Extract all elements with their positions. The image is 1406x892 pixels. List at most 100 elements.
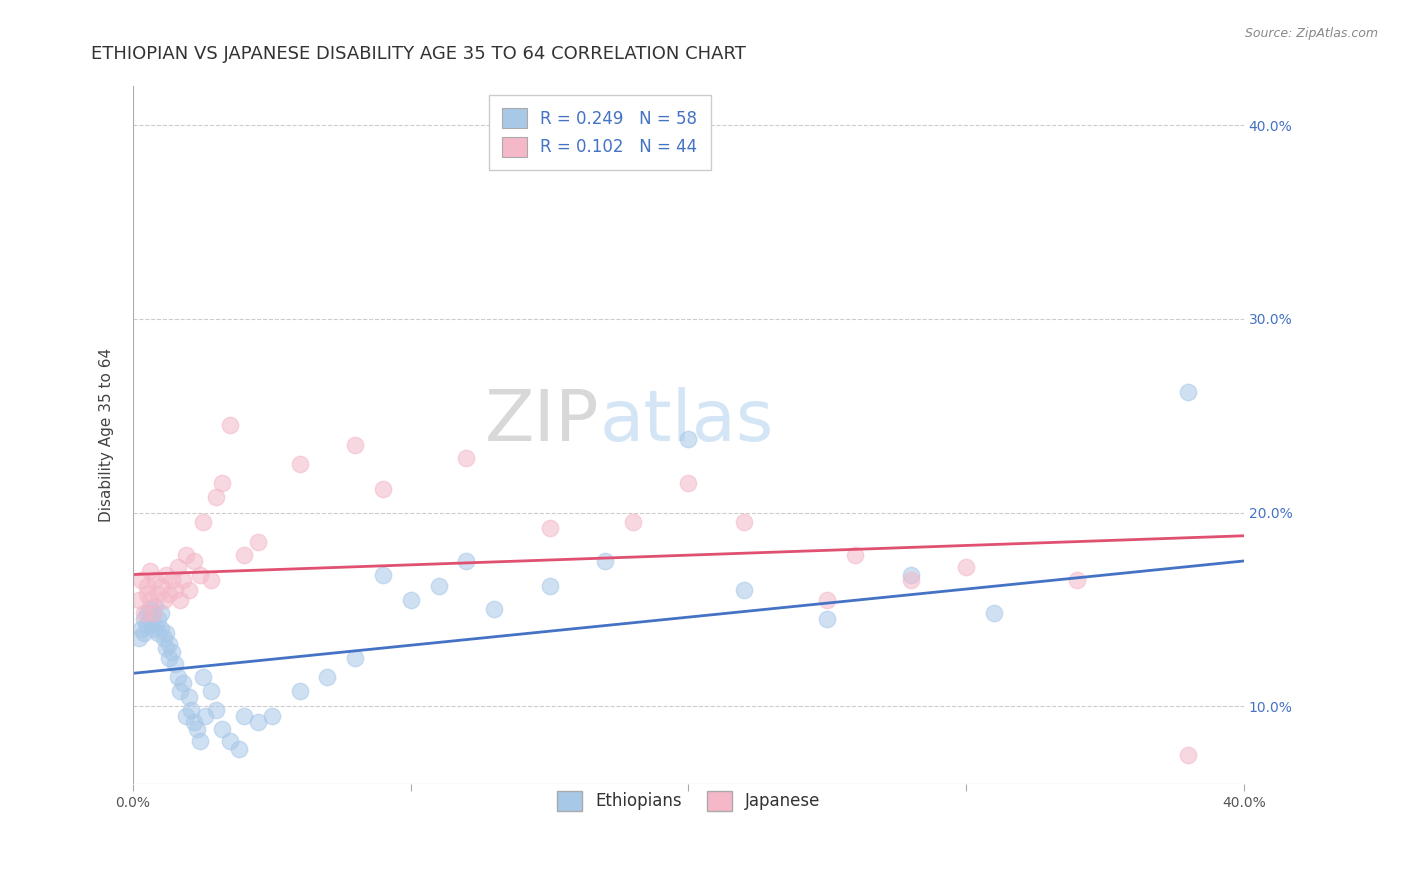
Point: [844, 548, 866, 562]
Point: [205, 490, 228, 504]
Point: [155, 625, 177, 640]
Point: [169, 592, 191, 607]
Point: [183, 554, 205, 568]
Point: [200, 683, 222, 698]
Point: [131, 622, 153, 636]
Point: [733, 515, 755, 529]
Y-axis label: Disability Age 35 to 64: Disability Age 35 to 64: [100, 348, 114, 522]
Point: [139, 592, 162, 607]
Point: [456, 554, 478, 568]
Point: [143, 599, 166, 613]
Point: [815, 592, 838, 607]
Point: [141, 607, 163, 621]
Point: [955, 559, 977, 574]
Point: [288, 683, 311, 698]
Point: [141, 607, 163, 621]
Point: [146, 625, 169, 640]
Point: [538, 521, 561, 535]
Point: [233, 548, 256, 562]
Text: atlas: atlas: [599, 386, 773, 456]
Point: [228, 742, 250, 756]
Point: [183, 714, 205, 729]
Point: [344, 438, 367, 452]
Point: [160, 645, 183, 659]
Point: [1177, 747, 1199, 762]
Point: [136, 607, 159, 621]
Point: [136, 618, 159, 632]
Point: [371, 567, 394, 582]
Point: [191, 670, 214, 684]
Point: [593, 554, 616, 568]
Point: [139, 564, 162, 578]
Point: [155, 567, 177, 582]
Point: [538, 579, 561, 593]
Point: [136, 587, 159, 601]
Point: [211, 723, 233, 737]
Text: Source: ZipAtlas.com: Source: ZipAtlas.com: [1244, 27, 1378, 40]
Point: [247, 534, 270, 549]
Point: [139, 602, 162, 616]
Point: [134, 625, 156, 640]
Point: [219, 418, 242, 433]
Point: [1177, 385, 1199, 400]
Point: [194, 709, 217, 723]
Point: [166, 670, 188, 684]
Point: [288, 457, 311, 471]
Point: [128, 592, 150, 607]
Point: [146, 612, 169, 626]
Point: [149, 607, 172, 621]
Point: [900, 567, 922, 582]
Point: [260, 709, 283, 723]
Point: [983, 607, 1005, 621]
Point: [166, 559, 188, 574]
Text: ZIP: ZIP: [485, 386, 599, 456]
Point: [149, 579, 172, 593]
Point: [131, 574, 153, 588]
Point: [1066, 574, 1088, 588]
Point: [247, 714, 270, 729]
Point: [160, 574, 183, 588]
Point: [900, 574, 922, 588]
Point: [188, 567, 211, 582]
Point: [155, 641, 177, 656]
Point: [180, 703, 202, 717]
Point: [233, 709, 256, 723]
Point: [163, 582, 186, 597]
Point: [482, 602, 505, 616]
Point: [141, 622, 163, 636]
Point: [678, 476, 700, 491]
Point: [134, 607, 156, 621]
Point: [146, 587, 169, 601]
Point: [169, 683, 191, 698]
Point: [427, 579, 450, 593]
Text: ETHIOPIAN VS JAPANESE DISABILITY AGE 35 TO 64 CORRELATION CHART: ETHIOPIAN VS JAPANESE DISABILITY AGE 35 …: [91, 45, 747, 62]
Point: [174, 548, 197, 562]
Point: [815, 612, 838, 626]
Point: [399, 592, 422, 607]
Point: [344, 650, 367, 665]
Point: [136, 579, 159, 593]
Point: [157, 650, 180, 665]
Point: [621, 515, 644, 529]
Point: [157, 637, 180, 651]
Point: [163, 657, 186, 671]
Point: [371, 483, 394, 497]
Point: [177, 582, 200, 597]
Point: [456, 451, 478, 466]
Point: [172, 574, 194, 588]
Point: [678, 432, 700, 446]
Point: [219, 734, 242, 748]
Legend: Ethiopians, Japanese: Ethiopians, Japanese: [543, 777, 834, 824]
Point: [188, 734, 211, 748]
Point: [733, 582, 755, 597]
Point: [143, 618, 166, 632]
Point: [152, 632, 174, 646]
Point: [152, 592, 174, 607]
Point: [211, 476, 233, 491]
Point: [177, 690, 200, 704]
Point: [139, 612, 162, 626]
Point: [186, 723, 208, 737]
Point: [157, 587, 180, 601]
Point: [149, 622, 172, 636]
Point: [174, 709, 197, 723]
